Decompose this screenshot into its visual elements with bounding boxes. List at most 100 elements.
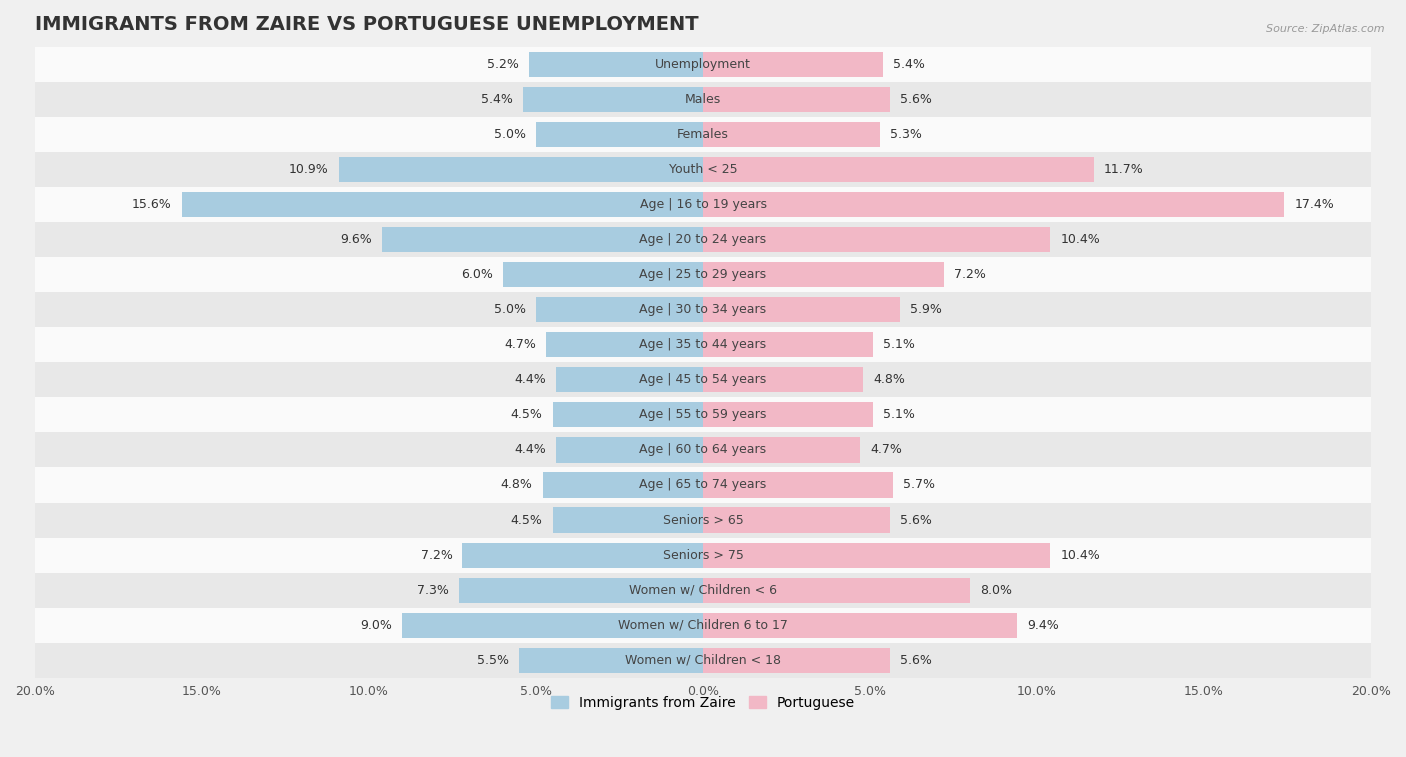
Bar <box>402 612 703 638</box>
Text: 5.6%: 5.6% <box>900 654 932 667</box>
Text: 4.5%: 4.5% <box>510 408 543 422</box>
Text: 5.1%: 5.1% <box>883 408 915 422</box>
Bar <box>35 397 1371 432</box>
Bar <box>703 543 1050 568</box>
Text: 7.2%: 7.2% <box>953 268 986 281</box>
Text: 10.4%: 10.4% <box>1060 233 1099 246</box>
Text: Age | 65 to 74 years: Age | 65 to 74 years <box>640 478 766 491</box>
Bar <box>543 472 703 497</box>
Bar <box>703 438 860 463</box>
Text: Seniors > 65: Seniors > 65 <box>662 513 744 527</box>
Text: 5.6%: 5.6% <box>900 93 932 106</box>
Bar <box>35 292 1371 327</box>
Bar <box>35 47 1371 82</box>
Text: Age | 20 to 24 years: Age | 20 to 24 years <box>640 233 766 246</box>
Bar <box>703 192 1284 217</box>
Text: 4.7%: 4.7% <box>870 444 901 456</box>
Text: IMMIGRANTS FROM ZAIRE VS PORTUGUESE UNEMPLOYMENT: IMMIGRANTS FROM ZAIRE VS PORTUGUESE UNEM… <box>35 15 699 34</box>
Text: 17.4%: 17.4% <box>1295 198 1334 211</box>
Text: 5.4%: 5.4% <box>481 93 513 106</box>
Legend: Immigrants from Zaire, Portuguese: Immigrants from Zaire, Portuguese <box>546 690 860 715</box>
Text: Age | 35 to 44 years: Age | 35 to 44 years <box>640 338 766 351</box>
Text: 11.7%: 11.7% <box>1104 163 1143 176</box>
Text: 8.0%: 8.0% <box>980 584 1012 597</box>
Bar <box>536 122 703 147</box>
Text: 6.0%: 6.0% <box>461 268 492 281</box>
Bar <box>703 86 890 112</box>
Text: 10.9%: 10.9% <box>290 163 329 176</box>
Bar <box>519 648 703 673</box>
Bar <box>703 472 893 497</box>
Text: Age | 30 to 34 years: Age | 30 to 34 years <box>640 303 766 316</box>
Bar <box>555 367 703 392</box>
Bar <box>553 507 703 533</box>
Bar <box>35 152 1371 187</box>
Bar <box>703 648 890 673</box>
Text: Women w/ Children < 6: Women w/ Children < 6 <box>628 584 778 597</box>
Text: 7.2%: 7.2% <box>420 549 453 562</box>
Bar <box>703 578 970 603</box>
Bar <box>546 332 703 357</box>
Text: 4.8%: 4.8% <box>501 478 533 491</box>
Text: Women w/ Children 6 to 17: Women w/ Children 6 to 17 <box>619 618 787 632</box>
Text: Source: ZipAtlas.com: Source: ZipAtlas.com <box>1267 24 1385 34</box>
Bar <box>502 262 703 287</box>
Text: Youth < 25: Youth < 25 <box>669 163 737 176</box>
Bar <box>35 572 1371 608</box>
Text: 7.3%: 7.3% <box>418 584 449 597</box>
Text: Females: Females <box>678 128 728 141</box>
Text: Males: Males <box>685 93 721 106</box>
Bar <box>703 157 1094 182</box>
Text: 5.0%: 5.0% <box>494 303 526 316</box>
Text: Unemployment: Unemployment <box>655 58 751 70</box>
Bar <box>703 227 1050 252</box>
Text: 10.4%: 10.4% <box>1060 549 1099 562</box>
Text: 4.7%: 4.7% <box>505 338 536 351</box>
Bar <box>35 468 1371 503</box>
Text: Age | 60 to 64 years: Age | 60 to 64 years <box>640 444 766 456</box>
Bar <box>35 643 1371 678</box>
Bar <box>463 543 703 568</box>
Bar <box>35 363 1371 397</box>
Bar <box>703 297 900 322</box>
Bar <box>529 51 703 76</box>
Text: Women w/ Children < 18: Women w/ Children < 18 <box>626 654 780 667</box>
Text: 5.3%: 5.3% <box>890 128 922 141</box>
Text: 5.4%: 5.4% <box>893 58 925 70</box>
Text: 4.4%: 4.4% <box>515 373 546 386</box>
Bar <box>703 367 863 392</box>
Text: 5.1%: 5.1% <box>883 338 915 351</box>
Text: 5.5%: 5.5% <box>477 654 509 667</box>
Bar <box>181 192 703 217</box>
Bar <box>460 578 703 603</box>
Bar <box>703 507 890 533</box>
Text: Age | 16 to 19 years: Age | 16 to 19 years <box>640 198 766 211</box>
Text: 9.6%: 9.6% <box>340 233 373 246</box>
Bar <box>553 402 703 428</box>
Text: 5.7%: 5.7% <box>904 478 935 491</box>
Text: Age | 25 to 29 years: Age | 25 to 29 years <box>640 268 766 281</box>
Text: Age | 55 to 59 years: Age | 55 to 59 years <box>640 408 766 422</box>
Text: 5.2%: 5.2% <box>488 58 519 70</box>
Bar <box>703 332 873 357</box>
Bar <box>555 438 703 463</box>
Bar <box>35 537 1371 572</box>
Bar <box>35 432 1371 468</box>
Bar <box>35 257 1371 292</box>
Bar <box>35 222 1371 257</box>
Bar <box>35 503 1371 537</box>
Text: 15.6%: 15.6% <box>132 198 172 211</box>
Text: 5.0%: 5.0% <box>494 128 526 141</box>
Bar <box>35 327 1371 363</box>
Bar <box>35 117 1371 152</box>
Bar <box>382 227 703 252</box>
Bar <box>35 82 1371 117</box>
Text: Seniors > 75: Seniors > 75 <box>662 549 744 562</box>
Bar <box>339 157 703 182</box>
Bar <box>523 86 703 112</box>
Bar <box>703 262 943 287</box>
Text: 4.5%: 4.5% <box>510 513 543 527</box>
Text: 5.9%: 5.9% <box>910 303 942 316</box>
Text: 4.4%: 4.4% <box>515 444 546 456</box>
Text: 5.6%: 5.6% <box>900 513 932 527</box>
